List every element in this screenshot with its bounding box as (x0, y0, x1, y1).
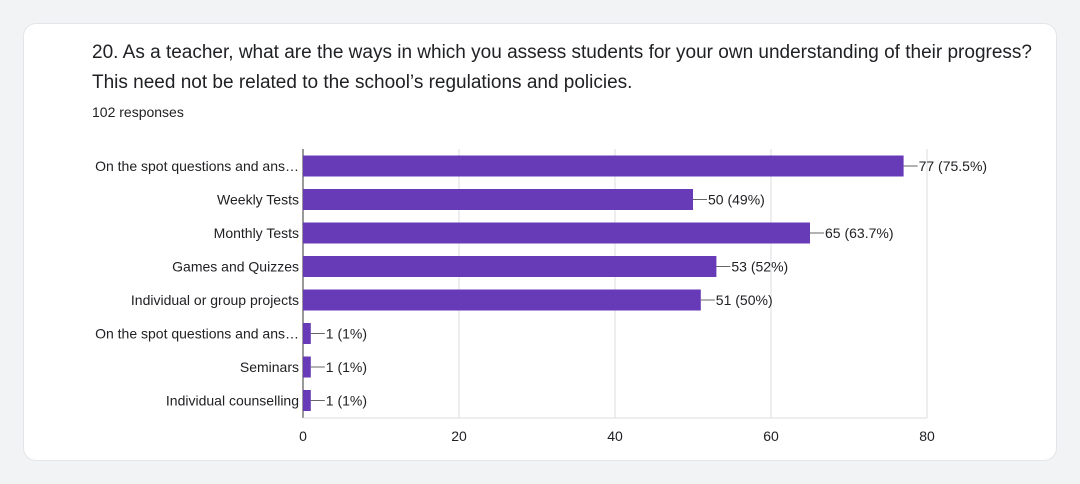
data-label: 51 (50%) (716, 292, 773, 308)
category-label: Seminars (240, 359, 299, 375)
data-label: 50 (49%) (708, 192, 765, 208)
category-label: Monthly Tests (214, 225, 299, 241)
category-label: On the spot questions and ans… (95, 158, 299, 174)
category-label: Individual or group projects (131, 292, 299, 308)
data-label: 77 (75.5%) (919, 158, 987, 174)
x-tick-label: 60 (763, 428, 779, 444)
data-label: 1 (1%) (326, 359, 367, 375)
data-label: 65 (63.7%) (825, 225, 893, 241)
category-label: Individual counselling (166, 393, 299, 409)
bar (303, 189, 693, 210)
x-tick-label: 80 (919, 428, 935, 444)
x-tick-label: 20 (451, 428, 467, 444)
bar (303, 155, 904, 177)
bar (303, 289, 701, 311)
category-label: Weekly Tests (217, 192, 299, 208)
category-label: Games and Quizzes (172, 259, 299, 275)
x-tick-label: 40 (607, 428, 623, 444)
data-label: 1 (1%) (326, 326, 367, 342)
bar (303, 256, 717, 277)
response-count: 102 responses (92, 104, 184, 120)
bar (303, 390, 311, 411)
bars (303, 155, 904, 411)
data-label: 1 (1%) (326, 393, 367, 409)
labels: 0 20 40 60 80 On the spot questions and ans… 7… (95, 158, 987, 444)
bar (303, 222, 810, 244)
data-label: 53 (52%) (731, 259, 788, 275)
x-tick-label: 0 (299, 428, 307, 444)
chart-card: 20. As a teacher, what are the ways in w… (24, 24, 1056, 460)
bar (303, 323, 311, 344)
category-label: On the spot questions and ans… (95, 326, 299, 342)
question-title: 20. As a teacher, what are the ways in w… (92, 42, 1032, 93)
bar (303, 356, 311, 378)
